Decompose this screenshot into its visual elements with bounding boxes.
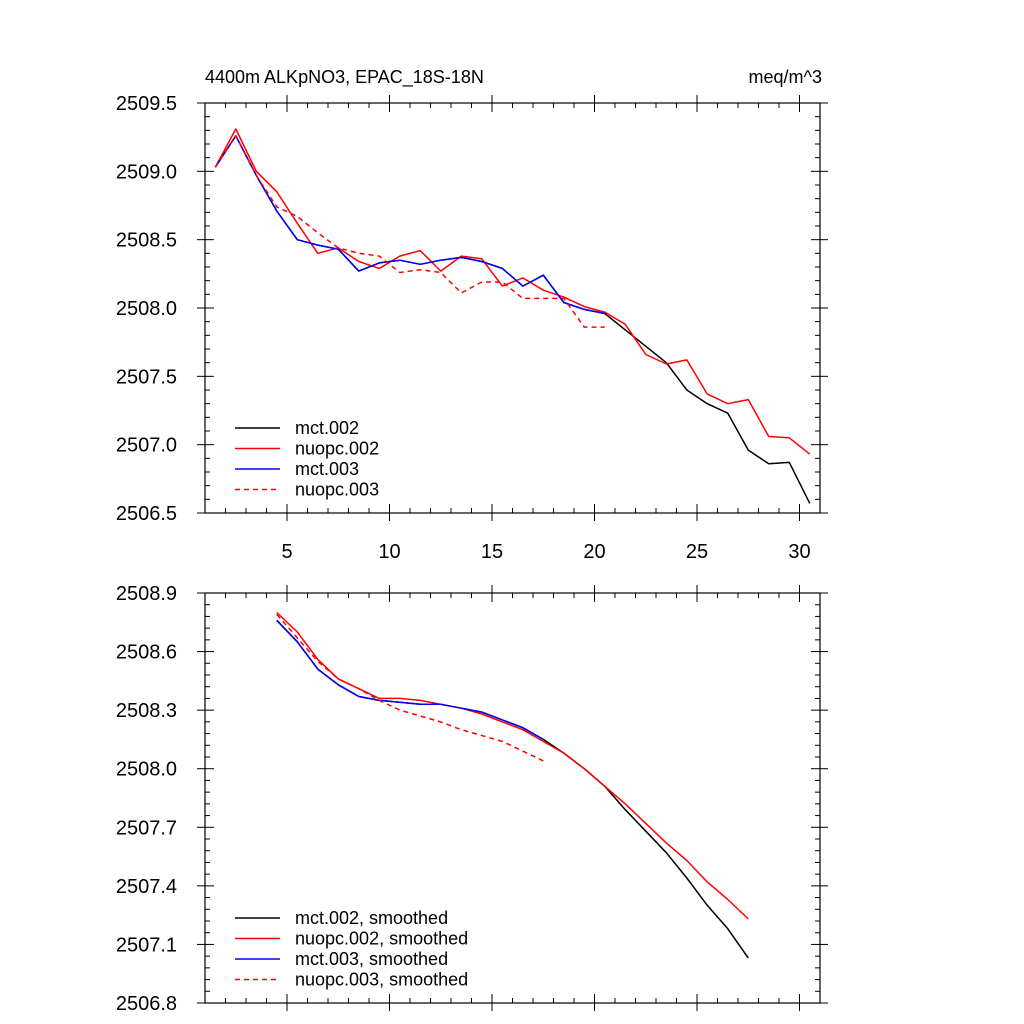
legend-label: mct.002, smoothed — [295, 908, 448, 928]
x-tick-label: 10 — [378, 541, 400, 563]
series-line — [214, 135, 605, 315]
legend-label: nuopc.002, smoothed — [295, 929, 468, 949]
y-tick-label: 2507.1 — [116, 934, 177, 956]
series-line — [276, 611, 749, 920]
y-tick-label: 2508.5 — [116, 230, 177, 252]
x-tick-label: 30 — [788, 541, 810, 563]
y-tick-label: 2506.5 — [116, 503, 177, 525]
series-line — [214, 135, 605, 328]
y-tick-label: 2509.5 — [116, 93, 177, 115]
x-tick-label: 5 — [281, 541, 292, 563]
legend-label: mct.003 — [295, 459, 359, 479]
y-tick-label: 2509.0 — [116, 161, 177, 183]
y-tick-label: 2507.5 — [116, 366, 177, 388]
series-line — [276, 614, 544, 762]
y-tick-label: 2507.0 — [116, 435, 177, 457]
y-tick-label: 2508.0 — [116, 759, 177, 781]
y-tick-label: 2508.3 — [116, 700, 177, 722]
series-line — [214, 128, 811, 455]
legend-label: nuopc.003, smoothed — [295, 970, 468, 990]
x-tick-label: 20 — [583, 541, 605, 563]
x-tick-label: 25 — [686, 541, 708, 563]
y-tick-label: 2508.6 — [116, 642, 177, 664]
legend-label: mct.002 — [295, 418, 359, 438]
y-tick-label: 2508.0 — [116, 298, 177, 320]
legend-label: mct.003, smoothed — [295, 949, 448, 969]
y-tick-label: 2506.8 — [116, 993, 177, 1015]
bottom-panel: 2506.8 2507.1 2507.4 2507.7 2508.0 2508.3 2508… — [116, 583, 828, 1015]
legend-label: nuopc.002 — [295, 439, 379, 459]
series-line — [276, 619, 544, 741]
top-panel: 4400m ALKpNO3, EPAC_18S-18N meq/m^3 5 10 1… — [116, 67, 828, 563]
y-tick-label: 2507.4 — [116, 876, 177, 898]
y-tick-label: 2507.7 — [116, 817, 177, 839]
x-tick-label: 15 — [481, 541, 503, 563]
legend-label: nuopc.003 — [295, 480, 379, 500]
units-label: meq/m^3 — [749, 67, 822, 87]
chart-title: 4400m ALKpNO3, EPAC_18S-18N — [205, 67, 484, 88]
y-tick-label: 2508.9 — [116, 583, 177, 605]
